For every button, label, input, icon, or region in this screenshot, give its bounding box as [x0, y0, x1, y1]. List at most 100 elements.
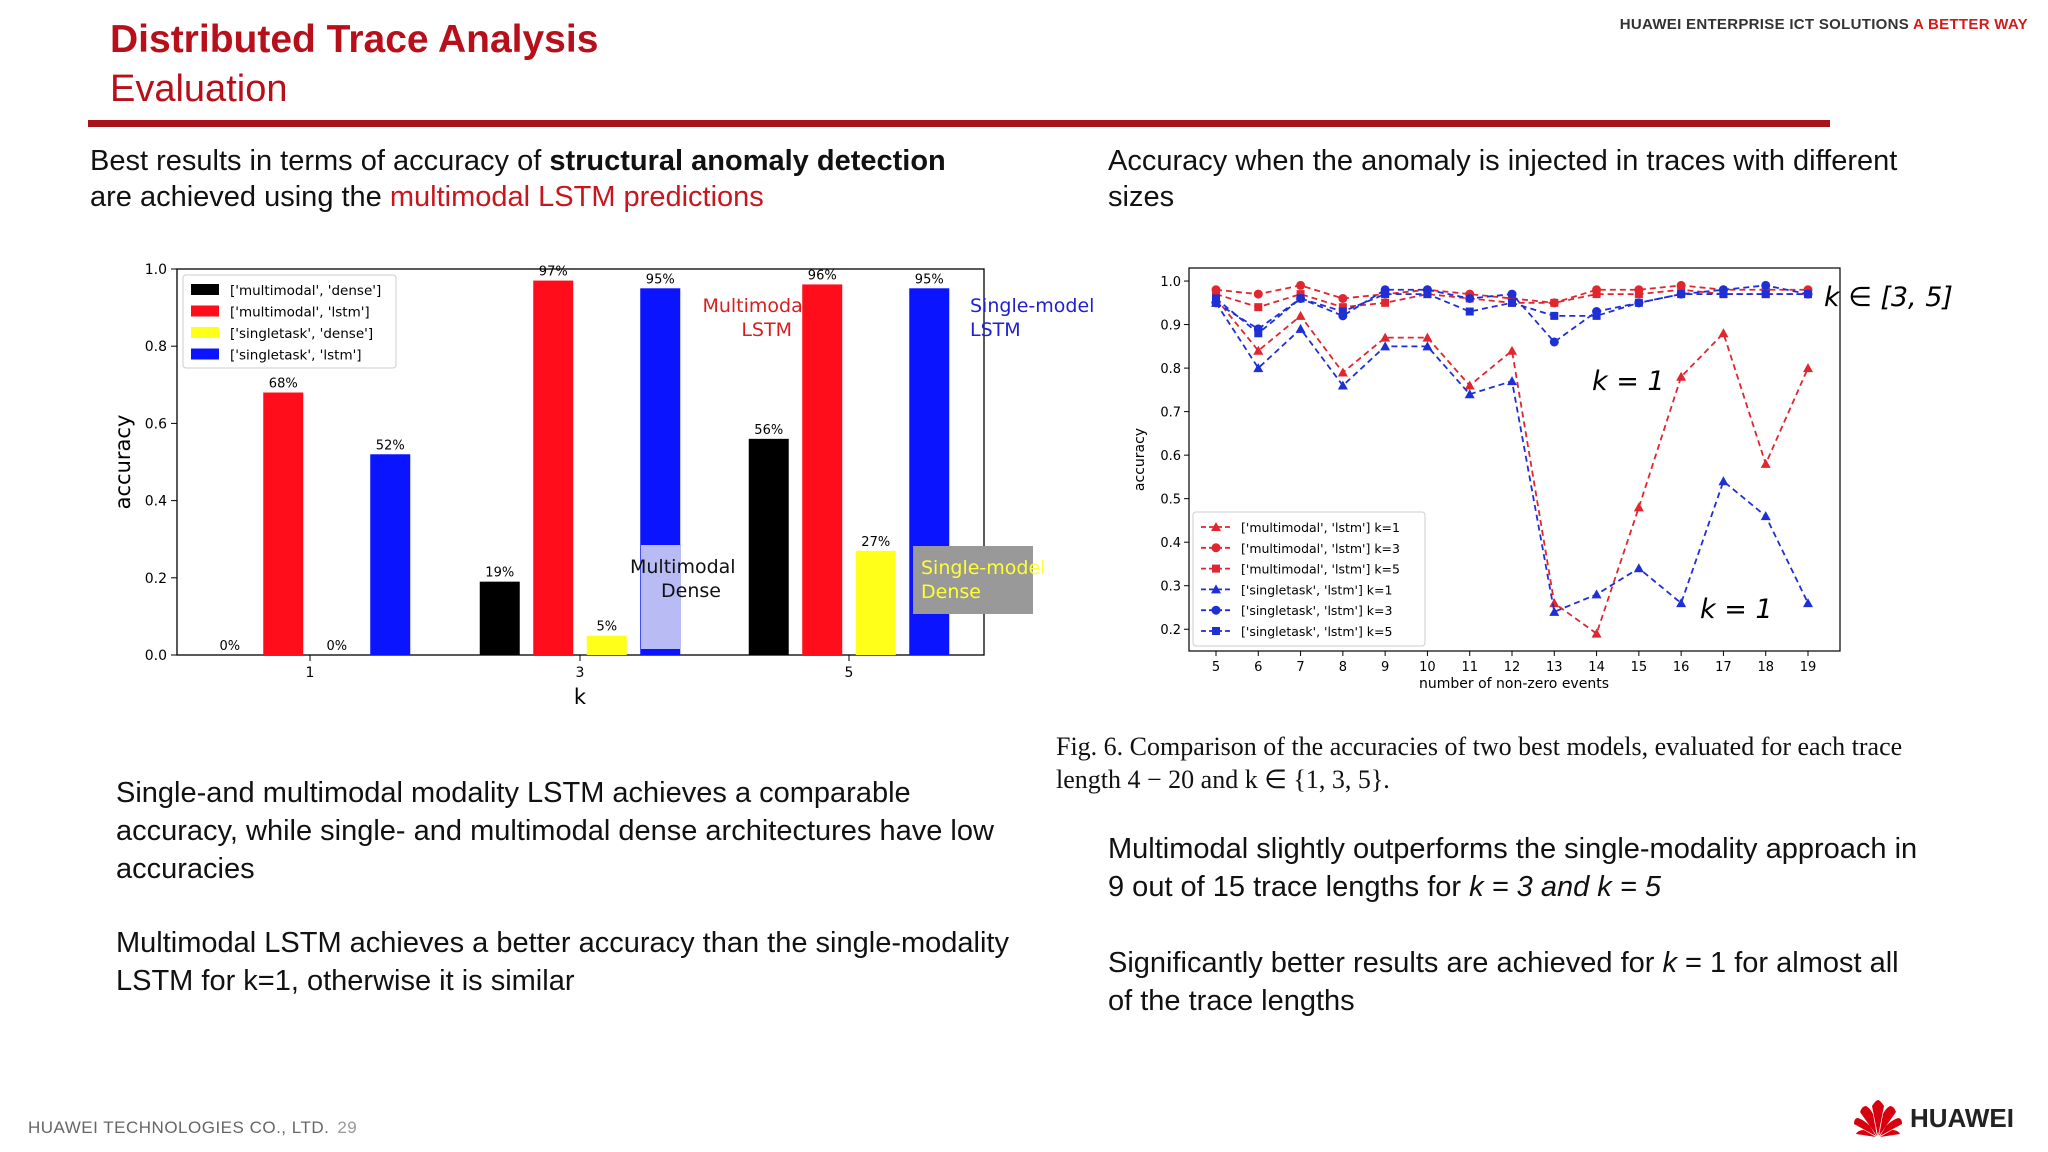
line-legend-label: ['singletask', 'lstm'] k=1 — [1241, 582, 1392, 597]
right-body-1-emphasis: k = 3 and k = 5 — [1469, 871, 1661, 903]
line-point-3-9 — [1591, 589, 1602, 599]
bar-y-tick-label: 0.4 — [145, 494, 167, 510]
left-heading-part2: are achieved using the — [90, 181, 390, 213]
line-point-0-1 — [1253, 345, 1264, 355]
line-point-5-9 — [1592, 311, 1601, 320]
footer-company: HUAWEI TECHNOLOGIES CO., LTD. 29 — [28, 1118, 357, 1138]
line-point-3-13 — [1760, 511, 1771, 521]
line-point-4-13 — [1761, 280, 1771, 290]
title-divider — [88, 120, 1830, 127]
line-x-tick-label: 18 — [1757, 660, 1774, 675]
bar-legend-label: ['singletask', 'dense'] — [230, 326, 373, 342]
line-point-5-2 — [1296, 294, 1305, 303]
line-legend-label: ['multimodal', 'lstm'] k=5 — [1241, 562, 1400, 577]
bar-annotation-dense-box — [913, 546, 1033, 614]
line-point-0-3 — [1337, 367, 1348, 377]
bar-1-0 — [263, 392, 304, 655]
bar-data-label: 27% — [861, 535, 890, 550]
brand-tagline: HUAWEI ENTERPRISE ICT SOLUTIONS A BETTER… — [1620, 16, 2028, 33]
line-y-tick-label: 0.3 — [1160, 580, 1181, 595]
line-point-5-12 — [1719, 290, 1728, 299]
line-y-tick-label: 1.0 — [1160, 275, 1181, 290]
line-point-0-9 — [1591, 628, 1602, 638]
line-y-axis-label: accuracy — [1132, 428, 1148, 491]
line-point-5-5 — [1423, 290, 1432, 299]
bar-x-tick-label: 3 — [576, 665, 585, 681]
page-number: 29 — [337, 1118, 358, 1137]
line-point-5-0 — [1212, 294, 1220, 303]
line-y-tick-label: 0.8 — [1160, 362, 1181, 377]
bar-data-label: 95% — [915, 272, 944, 287]
line-point-2-8 — [1550, 298, 1559, 307]
slide-title: Distributed Trace Analysis — [110, 18, 599, 61]
line-point-0-6 — [1464, 380, 1475, 390]
line-point-5-8 — [1550, 311, 1559, 320]
line-x-tick-label: 11 — [1461, 660, 1478, 675]
bar-y-tick-label: 0.6 — [145, 416, 167, 432]
line-point-0-12 — [1718, 328, 1729, 338]
bar-0-2 — [748, 438, 789, 655]
line-x-tick-label: 19 — [1800, 660, 1817, 675]
line-legend-label: ['multimodal', 'lstm'] k=1 — [1241, 520, 1400, 535]
bar-annotation-multimodal-dense-line2: Dense — [661, 580, 721, 602]
line-legend-label: ['multimodal', 'lstm'] k=3 — [1241, 541, 1400, 556]
line-point-0-11 — [1676, 371, 1687, 381]
right-heading: Accuracy when the anomaly is injected in… — [1108, 145, 1898, 213]
line-point-5-14 — [1804, 290, 1812, 299]
line-point-5-7 — [1508, 298, 1516, 307]
bar-legend-box — [182, 274, 397, 369]
line-y-tick-label: 0.4 — [1160, 536, 1181, 551]
line-x-tick-label: 16 — [1673, 660, 1690, 675]
line-x-tick-label: 15 — [1631, 660, 1648, 675]
line-legend-box — [1192, 511, 1426, 647]
bar-annotation-multimodal-lstm-line1: Multimodal — [702, 295, 808, 317]
line-point-0-10 — [1633, 502, 1644, 512]
line-point-0-8 — [1549, 598, 1560, 608]
line-annotation-k1-upper: k = 1 — [1592, 366, 1665, 397]
line-point-2-0 — [1212, 290, 1220, 299]
line-point-2-1 — [1254, 303, 1263, 312]
line-point-0-5 — [1422, 332, 1433, 342]
line-point-3-3 — [1337, 380, 1348, 390]
bar-y-tick-label: 1.0 — [145, 262, 167, 278]
right-body-2-emphasis: k — [1662, 947, 1678, 979]
line-point-2-10 — [1634, 290, 1643, 299]
line-point-3-5 — [1422, 341, 1433, 351]
left-heading: Best results in terms of accuracy of str… — [90, 143, 990, 215]
bar-annotation-single-model-dense-line2: Dense — [921, 581, 981, 603]
bar-legend-swatch — [191, 305, 219, 317]
bar-data-label: 0% — [326, 639, 347, 654]
line-series-0 — [1215, 297, 1809, 636]
line-legend-marker — [1211, 543, 1221, 553]
bar-annotation-single-model-dense-line1: Single-model — [921, 557, 1045, 579]
bar-annotation-highlight — [641, 545, 681, 649]
line-point-2-4 — [1381, 298, 1390, 307]
line-point-0-2 — [1295, 310, 1306, 320]
line-point-3-4 — [1380, 341, 1391, 351]
right-body-2-text2: = 1 for almost all of the trace lengths — [1108, 947, 1899, 1017]
bar-legend-swatch — [191, 284, 219, 295]
bar-annotation-single-model-lstm-line1: Single-model — [970, 295, 1094, 317]
bar-data-label: 56% — [754, 423, 783, 438]
line-y-tick-label: 0.6 — [1160, 449, 1181, 464]
right-body-2: Significantly better results are achieve… — [1108, 944, 1928, 1020]
line-y-tick-label: 0.5 — [1160, 493, 1181, 508]
bar-annotation-single-model-lstm-line2: LSTM — [970, 319, 1021, 341]
huawei-flower-icon — [1854, 1100, 1902, 1137]
line-legend-marker — [1211, 584, 1221, 594]
line-point-0-14 — [1803, 363, 1813, 373]
line-point-5-6 — [1465, 307, 1474, 316]
figure-caption: Fig. 6. Comparison of the accuracies of … — [1056, 732, 1903, 794]
bar-data-label: 97% — [539, 265, 568, 280]
line-x-tick-label: 10 — [1419, 660, 1436, 675]
line-point-3-12 — [1718, 476, 1729, 486]
brand-tagline-prefix: HUAWEI ENTERPRISE ICT SOLUTIONS — [1619, 16, 1913, 33]
left-body-2: Multimodal LSTM achieves a better accura… — [116, 927, 1009, 997]
line-point-3-6 — [1464, 389, 1475, 399]
bar-data-label: 96% — [808, 268, 837, 283]
line-annotation-k-range: k ∈ [3, 5] — [1824, 282, 1953, 313]
bar-legend-label: ['singletask', 'lstm'] — [230, 348, 362, 364]
line-x-axis-label: number of non-zero events — [1419, 676, 1609, 692]
line-legend-label: ['singletask', 'lstm'] k=3 — [1241, 603, 1392, 618]
line-point-3-10 — [1633, 563, 1644, 573]
